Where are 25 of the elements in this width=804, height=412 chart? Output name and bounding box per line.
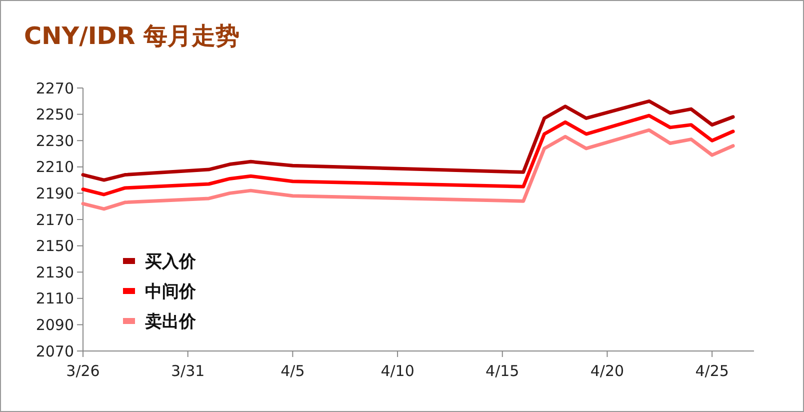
line-series xyxy=(81,99,735,182)
legend-label: 中间价 xyxy=(145,282,197,302)
chart-title: CNY/IDR 每月走势 xyxy=(24,22,240,50)
y-tick-label: 2070 xyxy=(36,342,74,360)
y-tick-label: 2190 xyxy=(36,184,74,202)
y-tick-label: 2270 xyxy=(36,79,74,98)
line-series xyxy=(81,128,735,211)
x-tick-label: 3/26 xyxy=(66,362,100,380)
legend-label: 买入价 xyxy=(145,252,197,272)
x-tick-label: 4/15 xyxy=(486,362,520,380)
y-tick-label: 2130 xyxy=(36,263,74,282)
y-tick-label: 2110 xyxy=(36,290,74,308)
y-tick-label: 2210 xyxy=(36,158,74,176)
line-series xyxy=(81,114,735,196)
x-tick-label: 3/31 xyxy=(171,362,205,380)
x-tick-label: 4/25 xyxy=(695,362,729,380)
y-tick-label: 2150 xyxy=(36,237,74,256)
y-tick-label: 2230 xyxy=(36,132,74,150)
y-tick-label: 2250 xyxy=(36,106,74,124)
y-tick-label: 2090 xyxy=(36,316,74,334)
x-tick-label: 4/10 xyxy=(380,362,414,380)
legend-label: 卖出价 xyxy=(145,312,197,332)
y-tick-label: 2170 xyxy=(36,210,74,229)
x-tick-label: 4/5 xyxy=(280,362,305,380)
x-tick-label: 4/20 xyxy=(590,362,624,380)
